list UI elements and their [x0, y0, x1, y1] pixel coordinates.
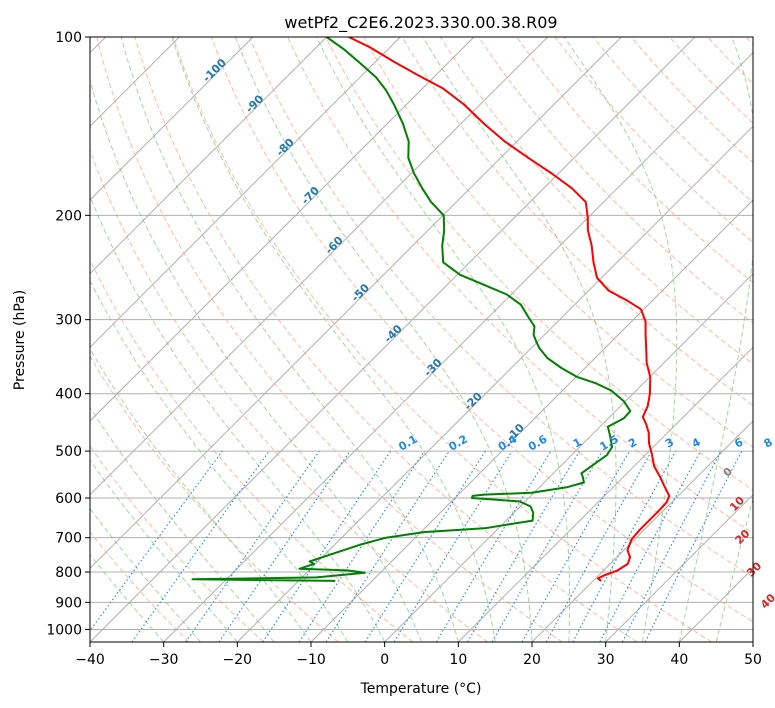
isotherm-line	[90, 37, 475, 422]
moist-adiabat	[90, 459, 238, 642]
dry-adiabat	[249, 37, 753, 578]
isotherm-line	[90, 37, 328, 275]
x-tick-label: 20	[523, 652, 541, 668]
isotherm-line	[605, 493, 753, 642]
y-tick-label: 100	[55, 30, 82, 46]
x-tick-label: 10	[449, 652, 467, 668]
mixing-ratio-line	[298, 450, 425, 642]
dry-adiabat	[90, 355, 339, 642]
plot-frame	[89, 36, 754, 643]
chart-title: wetPf2_C2E6.2023.330.00.38.R09	[284, 13, 557, 33]
moist-adiabat	[422, 37, 617, 642]
y-tick-label: 700	[55, 531, 82, 547]
moist-adiabat	[90, 195, 386, 642]
dewpoint-trace	[191, 37, 632, 582]
y-tick-label: 1000	[46, 622, 82, 638]
dry-adiabat	[90, 445, 264, 642]
isotherm-line	[236, 125, 753, 642]
mixing-ratio-line	[218, 450, 351, 642]
x-tick-label: 30	[597, 652, 615, 668]
dry-adiabat	[439, 37, 753, 365]
dry-adiabat	[90, 258, 414, 642]
isotherm-line	[310, 199, 753, 642]
isotherm-line	[531, 420, 753, 642]
isotherm-line	[90, 37, 549, 496]
mixing-ratio-line	[572, 450, 677, 642]
x-tick-label: 0	[380, 652, 389, 668]
moist-adiabat	[120, 37, 459, 642]
y-tick-label: 600	[55, 491, 82, 507]
isotherm-line	[90, 37, 254, 201]
y-tick-label: 900	[55, 595, 82, 611]
axes: −40 −30 −20 −10 0 10 20 30 40 50 100 200 300 400 500 60…	[46, 30, 762, 668]
mixing-ratio-line	[325, 450, 450, 642]
x-tick-label: 40	[670, 652, 688, 668]
dry-adiabat	[516, 37, 753, 284]
dry-adiabat	[90, 531, 190, 642]
y-axis-label: Pressure (hPa)	[12, 290, 28, 390]
x-axis-label: Temperature (°C)	[360, 681, 482, 697]
mixing-ratio-line	[90, 450, 223, 632]
moist-adiabat	[90, 347, 312, 642]
isotherm-line	[163, 51, 753, 642]
mixing-ratio-line	[185, 450, 320, 642]
temperature-trace	[348, 37, 671, 582]
mixing-ratio-line	[131, 450, 270, 642]
moist-adiabat	[171, 37, 496, 642]
dry-adiabat	[210, 37, 753, 623]
sounding-traces	[191, 37, 671, 582]
moist-adiabat	[678, 37, 753, 642]
dry-adiabat	[96, 37, 563, 642]
y-tick-label: 800	[55, 565, 82, 581]
x-tick-label: 50	[744, 652, 762, 668]
isotherm-line	[457, 346, 753, 642]
dry-adiabat	[325, 37, 753, 491]
y-tick-label: 300	[55, 313, 82, 329]
mixing-ratio-line	[545, 450, 653, 642]
y-tick-label: 500	[55, 444, 82, 460]
y-tick-label: 200	[55, 208, 82, 224]
moist-adiabat	[90, 406, 275, 642]
x-tick-label: −20	[223, 652, 253, 668]
y-tick-label: 400	[55, 387, 82, 403]
dry-adiabat	[172, 37, 712, 642]
x-tick-label: −10	[296, 652, 326, 668]
x-tick-label: −30	[149, 652, 179, 668]
isotherm-line	[90, 37, 622, 570]
moist-adiabat	[715, 497, 753, 642]
mixing-ratio-line	[262, 450, 392, 642]
moist-adiabat	[234, 37, 533, 642]
isotherm-line	[384, 272, 753, 642]
mixing-ratio-line	[644, 450, 743, 642]
dry-adiabat	[90, 148, 488, 642]
x-tick-label: −40	[75, 652, 105, 668]
mixing-ratio-line	[521, 450, 630, 642]
dry-adiabat	[134, 37, 638, 642]
